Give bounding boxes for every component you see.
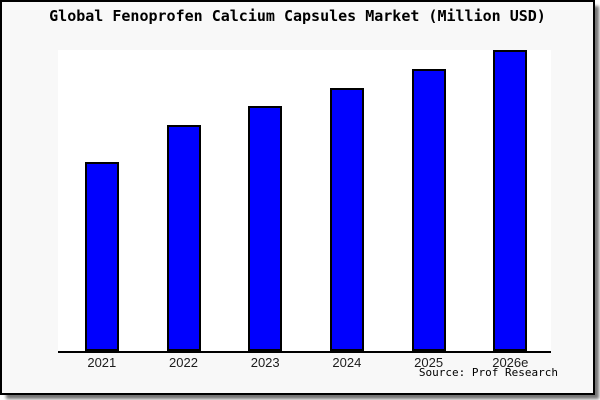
bar-2023	[248, 105, 283, 351]
x-tick-2025: 2025	[414, 355, 444, 370]
x-tick-2024: 2024	[332, 355, 362, 370]
x-tick-2023: 2023	[250, 355, 280, 370]
x-tick-2022: 2022	[169, 355, 198, 370]
bar-2021	[84, 162, 119, 351]
plot-area	[58, 50, 551, 353]
bar-2026e	[493, 50, 528, 351]
source-caption: Source: Prof Research	[418, 366, 558, 379]
bar-2022	[166, 124, 201, 351]
chart-title: Global Fenoprofen Calcium Capsules Marke…	[49, 7, 546, 25]
x-tick-2026e: 2026e	[492, 355, 529, 370]
x-tick-2021: 2021	[87, 355, 117, 370]
bar-2024	[329, 87, 364, 351]
x-axis-labels: 2021 2022 2023 2024 2025 2026e	[58, 355, 551, 371]
bar-2025	[411, 68, 446, 351]
